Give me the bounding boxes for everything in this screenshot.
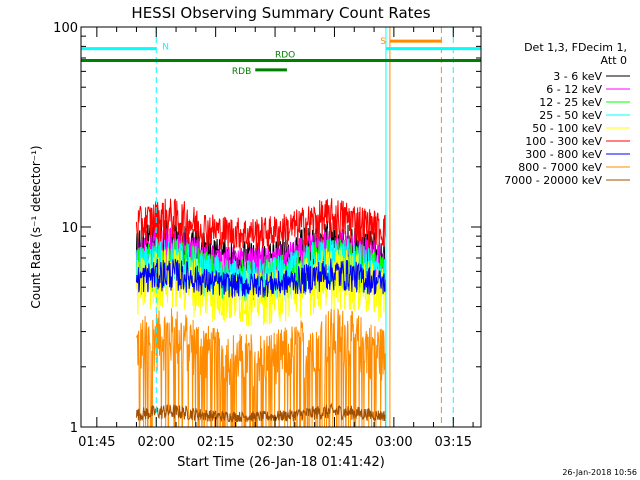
series-line-9	[135, 402, 387, 423]
legend-label-5: 50 - 100 keV	[532, 122, 602, 135]
legend-label-9: 7000 - 20000 keV	[504, 174, 602, 187]
series-line-7	[135, 258, 387, 299]
annotation-label-2: S	[380, 37, 386, 47]
legend-label-1: 3 - 6 keV	[553, 70, 602, 83]
legend-label-6: 100 - 300 keV	[525, 135, 602, 148]
x-tick-label: 01:45	[78, 435, 115, 450]
series-line-6	[135, 198, 387, 251]
x-tick-label: 02:15	[197, 435, 234, 450]
y-axis-label: Count Rate (s⁻¹ detector⁻¹)	[29, 145, 43, 308]
legend-title-line-1: Det 1,3, FDecim 1,	[524, 41, 627, 54]
annotation-label-5: RDB	[232, 67, 251, 77]
y-tick-label: 1	[70, 421, 78, 436]
legend-title-line-2: Att 0	[601, 54, 627, 67]
x-tick-label: 02:45	[316, 435, 353, 450]
x-tick-label: 02:00	[138, 435, 175, 450]
data-layer	[135, 198, 387, 428]
y-tick-label: 100	[53, 21, 78, 36]
x-tick-label: 02:30	[256, 435, 293, 450]
legend-label-3: 12 - 25 keV	[539, 96, 602, 109]
timestamp: 26-Jan-2018 10:56	[562, 468, 637, 477]
overlay-layer: N S RDO RDB	[80, 27, 481, 427]
legend-label-7: 300 - 800 keV	[525, 148, 602, 161]
annotation-label-4: RDO	[275, 50, 295, 60]
legend-label-2: 6 - 12 keV	[546, 83, 602, 96]
legend-label-4: 25 - 50 keV	[539, 109, 602, 122]
annotation-label-1: N	[162, 43, 169, 53]
x-axis-label: Start Time (26-Jan-18 01:41:42)	[177, 455, 385, 470]
x-tick-label: 03:00	[375, 435, 412, 450]
chart-title: HESSI Observing Summary Count Rates	[131, 4, 430, 22]
x-tick-label: 03:15	[435, 435, 472, 450]
axis-layer: 1 10 100 01:45 02:00 02:15 02:30 02:45 03:00 03:1…	[53, 21, 481, 450]
y-tick-label: 10	[61, 221, 78, 236]
series-line-5	[135, 247, 387, 327]
legend-label-8: 800 - 7000 keV	[518, 161, 602, 174]
